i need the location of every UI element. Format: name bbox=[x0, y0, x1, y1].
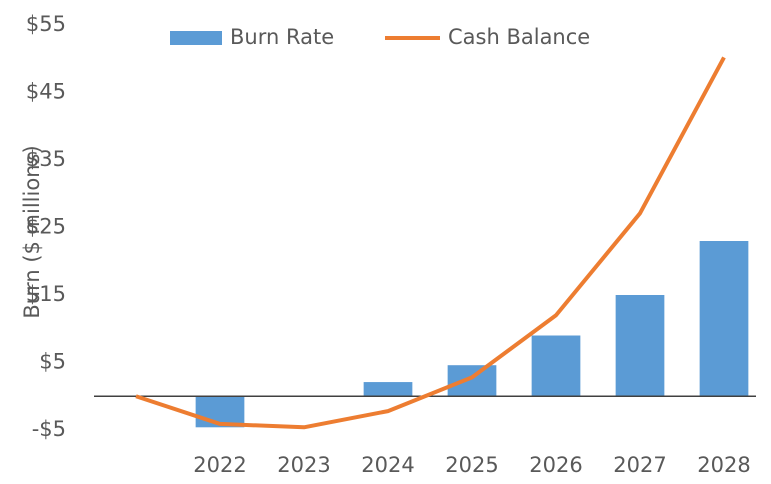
y-tick-label: $45 bbox=[26, 80, 66, 104]
x-tick-label: 2028 bbox=[697, 453, 750, 477]
legend-label: Burn Rate bbox=[230, 25, 334, 49]
x-tick-label: 2025 bbox=[445, 453, 498, 477]
y-tick-label: $55 bbox=[26, 12, 66, 36]
y-tick-label: -$5 bbox=[32, 417, 66, 441]
y-tick-label: $15 bbox=[26, 282, 66, 306]
bar bbox=[447, 365, 497, 397]
x-tick-label: 2023 bbox=[277, 453, 330, 477]
x-tick-label: 2024 bbox=[361, 453, 414, 477]
x-tick-label: 2026 bbox=[529, 453, 582, 477]
x-tick-label: 2022 bbox=[193, 453, 246, 477]
legend-label: Cash Balance bbox=[448, 25, 590, 49]
line bbox=[135, 56, 726, 430]
y-tick-label: $35 bbox=[26, 147, 66, 171]
bar bbox=[531, 335, 581, 397]
y-tick-label: $5 bbox=[39, 350, 66, 374]
x-tick-label: 2027 bbox=[613, 453, 666, 477]
bar bbox=[363, 382, 413, 397]
y-axis-label: Burn ($ millions) bbox=[20, 145, 44, 318]
bar bbox=[615, 295, 665, 397]
bar bbox=[699, 241, 749, 397]
legend-swatch bbox=[170, 31, 222, 45]
y-tick-label: $25 bbox=[26, 215, 66, 239]
